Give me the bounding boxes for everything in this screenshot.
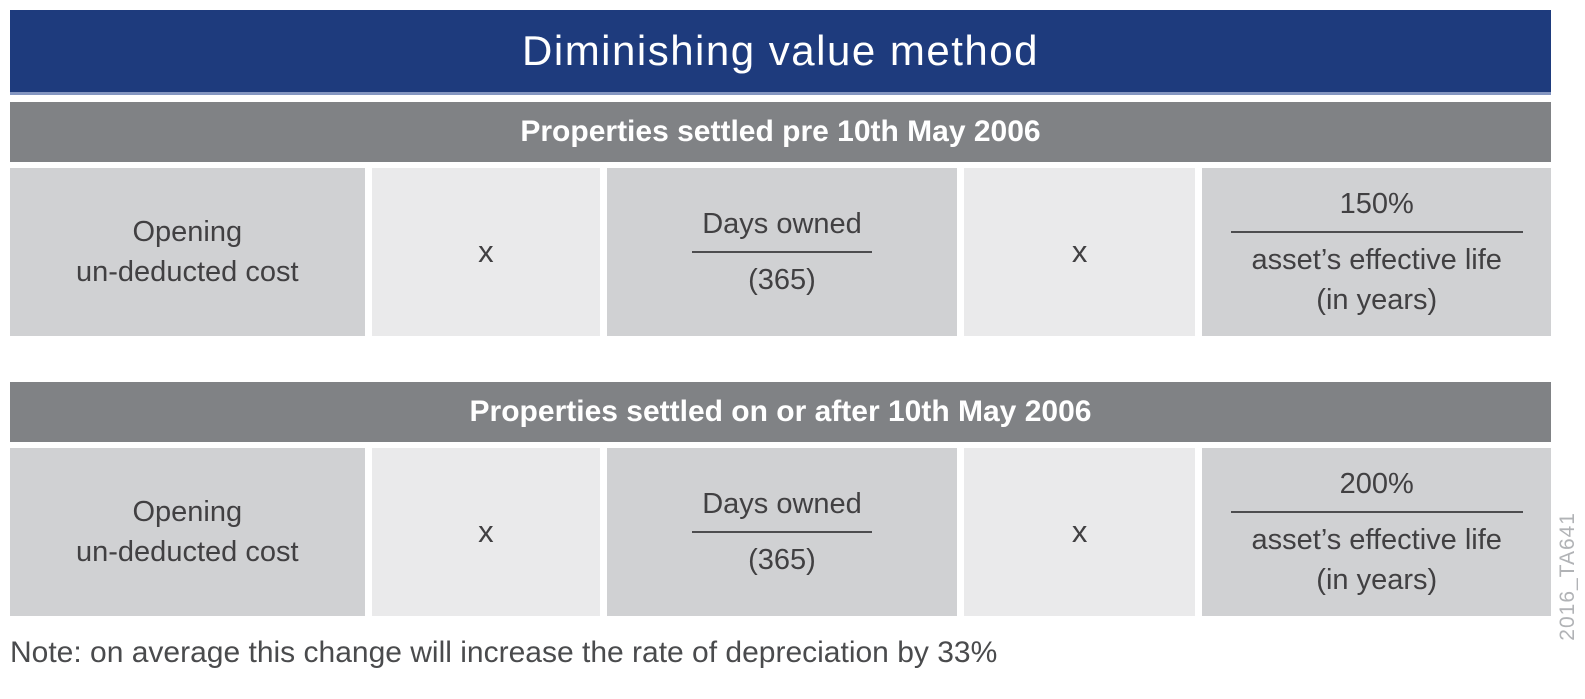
multiply-sign-cell: x: [371, 448, 601, 616]
operand-cell-opening-cost: Opening un-deducted cost: [10, 168, 365, 336]
figure-code-watermark: 2016_TA641: [1556, 512, 1579, 641]
multiply-sign: x: [478, 234, 494, 269]
fraction-line: [691, 251, 872, 253]
operand-line-2: un-deducted cost: [76, 256, 299, 288]
fraction-numerator: Days owned: [702, 488, 862, 520]
multiply-sign-cell: x: [963, 448, 1196, 616]
multiply-sign: x: [1071, 234, 1088, 269]
title-bar: Diminishing value method: [10, 10, 1551, 95]
fraction-denominator: (365): [748, 544, 816, 576]
operand-line-2: un-deducted cost: [76, 536, 299, 568]
fraction-numerator: 150%: [1339, 188, 1414, 220]
fraction-denominator-line-2: (in years): [1316, 284, 1438, 316]
rate-fraction-cell: 200% asset’s effective life (in years): [1202, 448, 1551, 616]
operand-line-1: Opening: [132, 496, 243, 528]
fraction-line: [691, 531, 872, 533]
operand-cell-opening-cost: Opening un-deducted cost: [10, 448, 365, 616]
fraction-denominator-line-1: asset’s effective life: [1251, 524, 1502, 556]
fraction-numerator: 200%: [1339, 468, 1414, 500]
operand-line-1: Opening: [132, 216, 243, 248]
page-title: Diminishing value method: [522, 27, 1039, 74]
diminishing-value-table: Diminishing value method Properties sett…: [10, 10, 1551, 616]
note-text: Note: on average this change will increa…: [10, 636, 998, 669]
days-owned-fraction-cell: Days owned (365): [607, 448, 957, 616]
days-owned-fraction-cell: Days owned (365): [607, 168, 957, 336]
fraction-denominator-line-1: asset’s effective life: [1251, 244, 1502, 276]
multiply-sign-cell: x: [371, 168, 601, 336]
section-header-post-2006: Properties settled on or after 10th May …: [10, 382, 1551, 442]
rate-fraction-cell: 150% asset’s effective life (in years): [1202, 168, 1551, 336]
fraction-line: [1230, 511, 1523, 513]
multiply-sign: x: [478, 514, 494, 549]
fraction-denominator: (365): [748, 264, 816, 296]
fraction-line: [1230, 231, 1523, 233]
section-header-pre-2006: Properties settled pre 10th May 2006: [10, 102, 1551, 162]
multiply-sign-cell: x: [963, 168, 1196, 336]
multiply-sign: x: [1071, 514, 1088, 549]
fraction-denominator-line-2: (in years): [1316, 564, 1438, 596]
fraction-numerator: Days owned: [702, 208, 862, 240]
formula-grid: Properties settled pre 10th May 2006 Ope…: [10, 95, 1551, 616]
